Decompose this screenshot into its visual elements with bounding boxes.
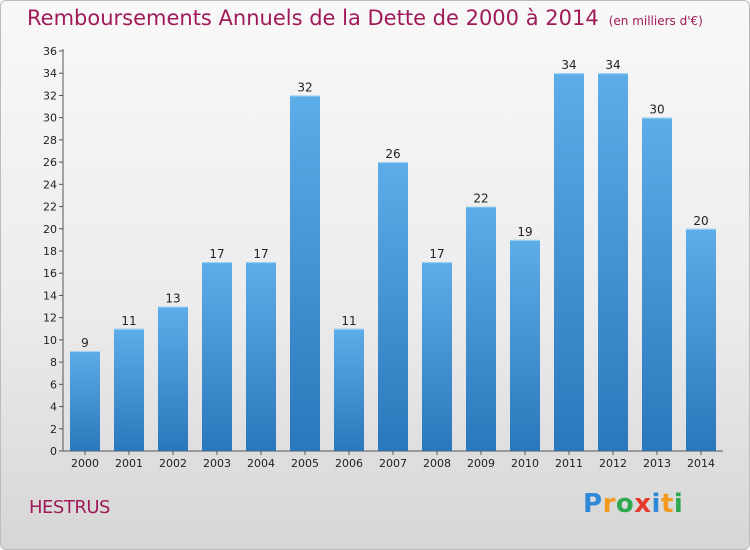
logo-letter: i bbox=[673, 489, 684, 519]
bar bbox=[686, 228, 716, 451]
data-label: 30 bbox=[649, 103, 664, 117]
data-label: 17 bbox=[429, 247, 444, 261]
x-tick-label: 2004 bbox=[247, 457, 275, 470]
bar bbox=[114, 328, 144, 451]
data-label: 34 bbox=[561, 58, 576, 72]
bar bbox=[334, 328, 364, 451]
y-tick-label: 4 bbox=[50, 401, 57, 414]
bar bbox=[246, 262, 276, 451]
chart-title: Remboursements Annuels de la Dette de 20… bbox=[27, 6, 703, 30]
data-label: 11 bbox=[341, 314, 356, 328]
bar bbox=[422, 262, 452, 451]
bar bbox=[158, 306, 188, 451]
y-tick-label: 30 bbox=[43, 112, 57, 125]
y-tick-label: 28 bbox=[43, 134, 57, 147]
y-tick-label: 18 bbox=[43, 245, 57, 258]
bar bbox=[202, 262, 232, 451]
bar bbox=[598, 73, 628, 451]
data-label: 17 bbox=[209, 247, 224, 261]
logo-letter: x bbox=[634, 489, 652, 519]
x-tick-label: 2001 bbox=[115, 457, 143, 470]
bar bbox=[554, 73, 584, 451]
bar bbox=[70, 351, 100, 451]
x-tick-label: 2007 bbox=[379, 457, 407, 470]
y-tick-label: 32 bbox=[43, 89, 57, 102]
x-tick-label: 2003 bbox=[203, 457, 231, 470]
y-tick-label: 6 bbox=[50, 378, 57, 391]
logo-letter: r bbox=[602, 489, 616, 519]
data-label: 17 bbox=[253, 247, 268, 261]
x-tick-label: 2011 bbox=[555, 457, 583, 470]
chart-unit: (en milliers d'€) bbox=[608, 14, 703, 28]
y-tick-label: 12 bbox=[43, 312, 57, 325]
data-label: 20 bbox=[693, 214, 708, 228]
y-tick-label: 24 bbox=[43, 178, 57, 191]
data-label: 13 bbox=[165, 292, 180, 306]
proxiti-logo: Proxiti bbox=[583, 489, 683, 519]
y-tick-label: 0 bbox=[50, 445, 57, 458]
y-tick-label: 10 bbox=[43, 334, 57, 347]
x-tick-label: 2013 bbox=[643, 457, 671, 470]
data-label: 11 bbox=[121, 314, 136, 328]
y-tick-label: 22 bbox=[43, 201, 57, 214]
bar bbox=[510, 239, 540, 451]
logo-letter: P bbox=[583, 489, 603, 519]
x-tick-label: 2005 bbox=[291, 457, 319, 470]
x-tick-label: 2006 bbox=[335, 457, 363, 470]
x-tick-label: 2009 bbox=[467, 457, 495, 470]
data-label: 32 bbox=[297, 80, 312, 94]
y-tick-label: 34 bbox=[43, 67, 57, 80]
x-tick-label: 2008 bbox=[423, 457, 451, 470]
x-tick-label: 2002 bbox=[159, 457, 187, 470]
data-label: 9 bbox=[81, 336, 89, 350]
bar bbox=[466, 206, 496, 451]
y-tick-label: 14 bbox=[43, 289, 57, 302]
x-tick-label: 2014 bbox=[687, 457, 715, 470]
bar bbox=[642, 117, 672, 452]
y-tick-label: 36 bbox=[43, 45, 57, 58]
chart-title-main: Remboursements Annuels de la Dette de 20… bbox=[27, 6, 599, 30]
x-tick-label: 2010 bbox=[511, 457, 539, 470]
bar bbox=[378, 162, 408, 451]
data-label: 34 bbox=[605, 58, 620, 72]
y-tick-label: 2 bbox=[50, 423, 57, 436]
commune-name: HESTRUS bbox=[29, 497, 110, 518]
y-tick-label: 8 bbox=[50, 356, 57, 369]
y-tick-label: 16 bbox=[43, 267, 57, 280]
data-label: 22 bbox=[473, 192, 488, 206]
x-tick-label: 2012 bbox=[599, 457, 627, 470]
data-label: 19 bbox=[517, 225, 532, 239]
logo-letter: o bbox=[615, 489, 635, 519]
y-tick-label: 20 bbox=[43, 223, 57, 236]
logo-letter: i bbox=[651, 489, 661, 519]
bar bbox=[290, 95, 320, 451]
x-tick-label: 2000 bbox=[71, 457, 99, 470]
data-label: 26 bbox=[385, 147, 400, 161]
logo-letter: t bbox=[660, 489, 674, 519]
y-tick-label: 26 bbox=[43, 156, 57, 169]
